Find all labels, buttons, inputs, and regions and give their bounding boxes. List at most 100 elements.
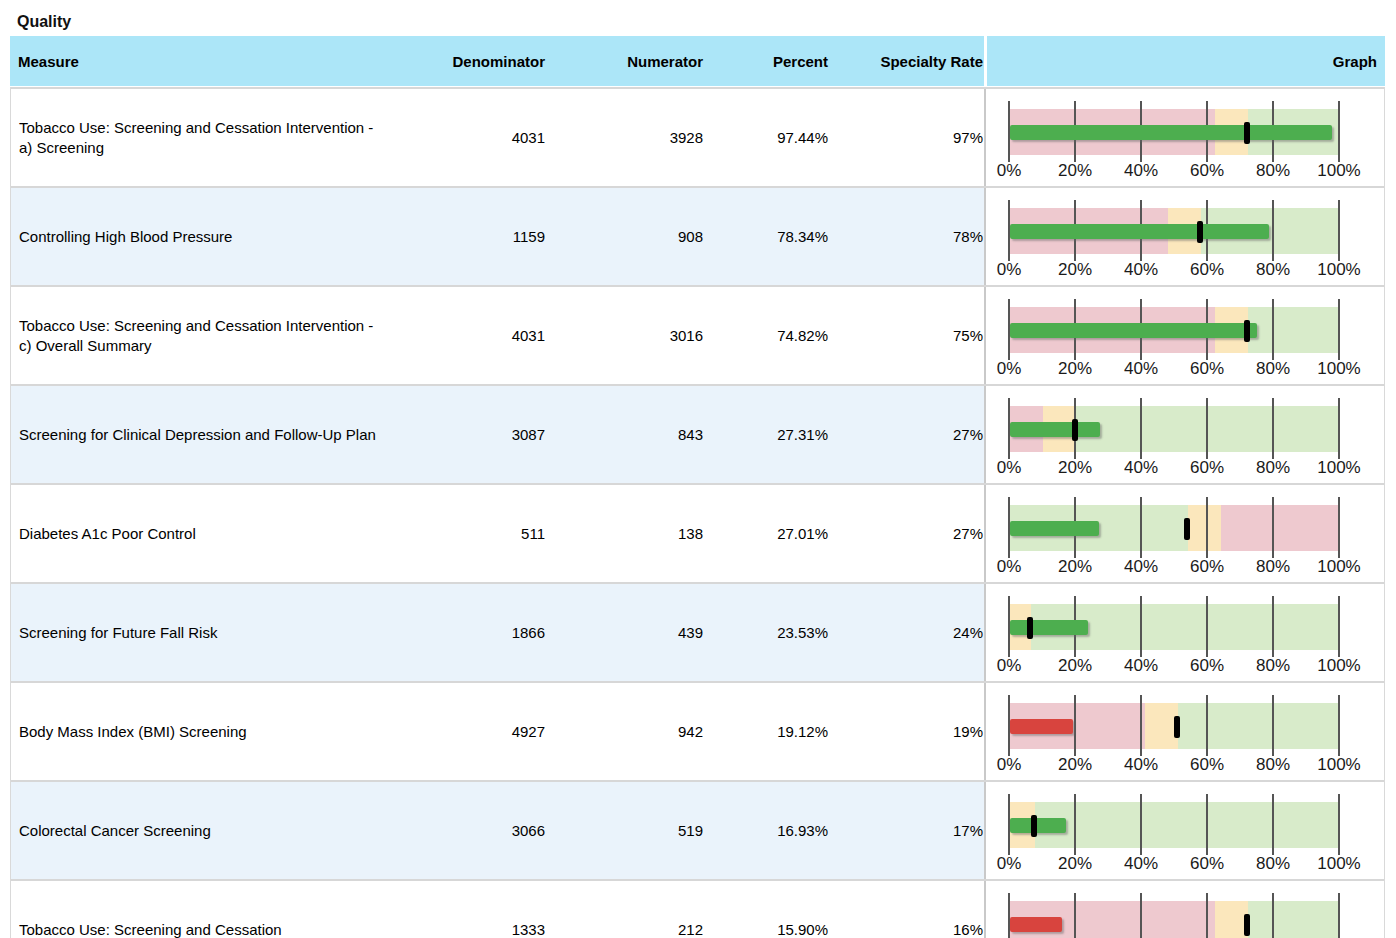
axis-label: 80% — [1256, 656, 1290, 676]
zone-red — [1221, 505, 1340, 551]
benchmark-tick — [1174, 716, 1180, 738]
axis-label: 80% — [1256, 161, 1290, 181]
denominator-value: 4927 — [420, 723, 545, 740]
table-row: Controlling High Blood Pressure 1159 908… — [11, 186, 1384, 285]
axis-label: 40% — [1124, 854, 1158, 874]
axis-label: 0% — [997, 161, 1022, 181]
axis-label: 100% — [1317, 656, 1360, 676]
specialty-rate-value: 78% — [828, 228, 984, 245]
gridline-100 — [1338, 497, 1340, 558]
axis-label: 60% — [1190, 656, 1224, 676]
column-header-denominator: Denominator — [420, 53, 545, 70]
axis-label: 100% — [1317, 161, 1360, 181]
denominator-value: 1866 — [420, 624, 545, 641]
axis-label: 20% — [1058, 854, 1092, 874]
gridline-100 — [1338, 794, 1340, 855]
axis-label: 60% — [1190, 161, 1224, 181]
benchmark-tick — [1027, 617, 1033, 639]
gridline-80 — [1272, 200, 1274, 261]
bullet-chart: 0%20%40%60%80%100% — [986, 782, 1382, 879]
gridline-80 — [1272, 398, 1274, 459]
bullet-chart: 0%20%40%60%80%100% — [986, 188, 1382, 285]
gridline-60 — [1206, 398, 1208, 459]
gridline-80 — [1272, 299, 1274, 360]
axis-label: 60% — [1190, 755, 1224, 775]
measure-name: Diabetes A1c Poor Control — [11, 524, 420, 544]
bullet-chart: 0%20%40%60%80%100% — [986, 485, 1382, 582]
gridline-80 — [1272, 893, 1274, 938]
specialty-rate-value: 97% — [828, 129, 984, 146]
axis-label: 0% — [997, 557, 1022, 577]
numerator-value: 519 — [545, 822, 703, 839]
axis-label: 80% — [1256, 755, 1290, 775]
gridline-100 — [1338, 596, 1340, 657]
gridline-20 — [1074, 794, 1076, 855]
percent-value: 15.90% — [703, 921, 828, 938]
gridline-20 — [1074, 893, 1076, 938]
axis-label: 100% — [1317, 557, 1360, 577]
table-row: Screening for Future Fall Risk 1866 439 … — [11, 582, 1384, 681]
benchmark-tick — [1031, 815, 1037, 837]
value-bar — [1010, 125, 1332, 140]
denominator-value: 511 — [420, 525, 545, 542]
table-row: Tobacco Use: Screening and Cessation 133… — [11, 879, 1384, 938]
axis-label: 60% — [1190, 854, 1224, 874]
gridline-60 — [1206, 893, 1208, 938]
axis-label: 0% — [997, 260, 1022, 280]
percent-value: 27.31% — [703, 426, 828, 443]
axis-label: 0% — [997, 755, 1022, 775]
axis-label: 60% — [1190, 359, 1224, 379]
axis-label: 40% — [1124, 557, 1158, 577]
axis-label: 80% — [1256, 557, 1290, 577]
zone-green — [1035, 802, 1340, 848]
value-bar — [1010, 224, 1269, 239]
axis-label: 20% — [1058, 458, 1092, 478]
zone-green — [1076, 406, 1340, 452]
value-bar — [1010, 323, 1257, 338]
specialty-rate-value: 75% — [828, 327, 984, 344]
denominator-value: 1159 — [420, 228, 545, 245]
axis-label: 100% — [1317, 458, 1360, 478]
axis-label: 20% — [1058, 161, 1092, 181]
measure-name: Colorectal Cancer Screening — [11, 821, 420, 841]
axis-label: 40% — [1124, 359, 1158, 379]
axis-label: 80% — [1256, 458, 1290, 478]
benchmark-tick — [1197, 221, 1203, 243]
graph-cell: 0%20%40%60%80%100% — [984, 584, 1382, 681]
axis-label: 40% — [1124, 458, 1158, 478]
graph-cell: 0%20%40%60%80%100% — [984, 89, 1382, 186]
axis-label: 20% — [1058, 260, 1092, 280]
denominator-value: 4031 — [420, 129, 545, 146]
gridline-100 — [1338, 200, 1340, 261]
denominator-value: 4031 — [420, 327, 545, 344]
axis-label: 80% — [1256, 854, 1290, 874]
benchmark-tick — [1244, 122, 1250, 144]
quality-report-page: Quality Measure Denominator Numerator Pe… — [0, 0, 1396, 938]
gridline-100 — [1338, 398, 1340, 459]
gridline-80 — [1272, 596, 1274, 657]
value-bar — [1010, 422, 1100, 437]
numerator-value: 908 — [545, 228, 703, 245]
quality-measures-table: Measure Denominator Numerator Percent Sp… — [10, 36, 1385, 938]
percent-value: 78.34% — [703, 228, 828, 245]
percent-value: 23.53% — [703, 624, 828, 641]
gridline-60 — [1206, 596, 1208, 657]
bullet-chart: 0%20%40%60%80%100% — [986, 287, 1382, 384]
table-body: Tobacco Use: Screening and Cessation Int… — [10, 87, 1385, 938]
table-row: Body Mass Index (BMI) Screening 4927 942… — [11, 681, 1384, 780]
gridline-60 — [1206, 794, 1208, 855]
column-header-measure: Measure — [10, 53, 420, 70]
percent-value: 74.82% — [703, 327, 828, 344]
benchmark-tick — [1244, 914, 1250, 936]
axis-label: 100% — [1317, 854, 1360, 874]
value-bar — [1010, 818, 1066, 833]
benchmark-tick — [1184, 518, 1190, 540]
gridline-80 — [1272, 794, 1274, 855]
specialty-rate-value: 24% — [828, 624, 984, 641]
axis-label: 60% — [1190, 260, 1224, 280]
axis-label: 20% — [1058, 557, 1092, 577]
gridline-40 — [1140, 695, 1142, 756]
value-bar — [1010, 719, 1073, 734]
gridline-60 — [1206, 497, 1208, 558]
gridline-40 — [1140, 497, 1142, 558]
